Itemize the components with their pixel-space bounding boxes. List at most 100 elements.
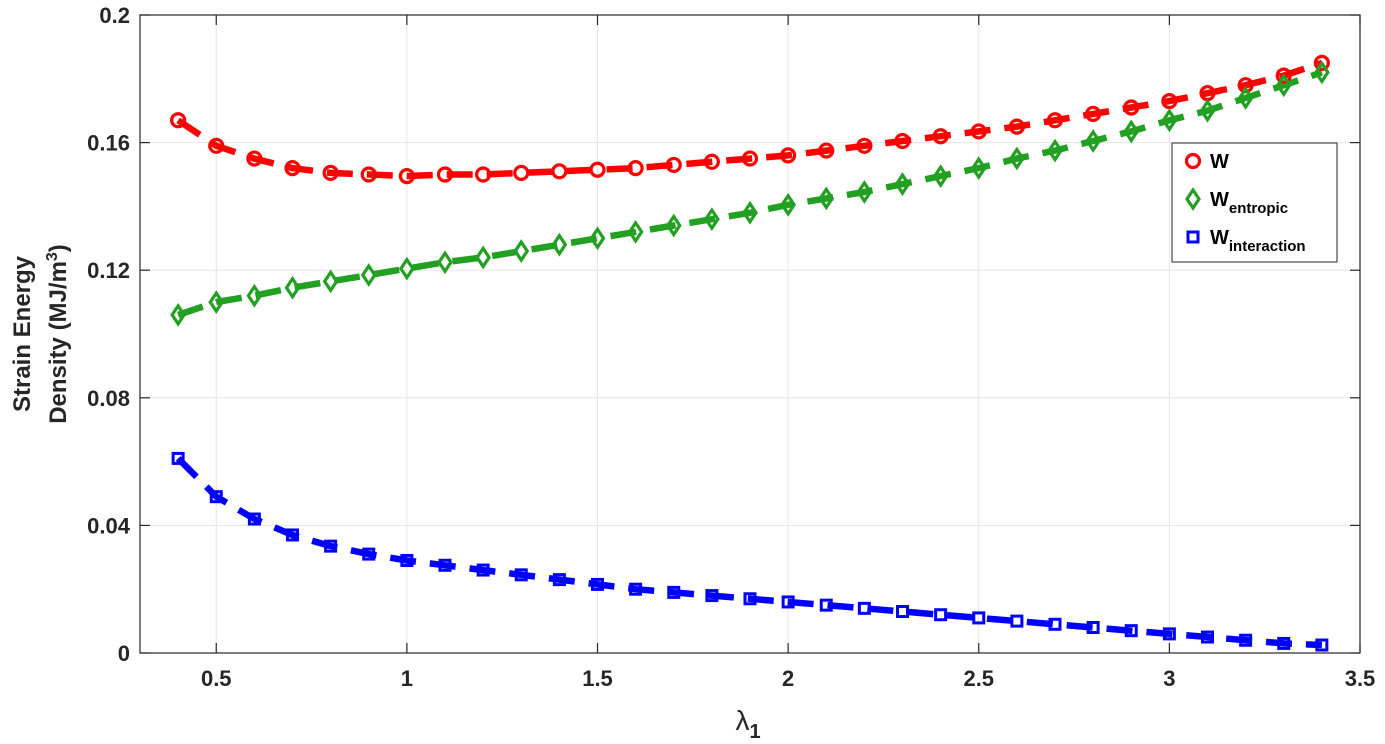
data-point-circle	[398, 167, 415, 185]
data-point-circle	[894, 132, 911, 150]
data-point-circle	[703, 153, 720, 170]
data-point-diamond	[1275, 73, 1292, 98]
data-point-diamond	[475, 245, 492, 270]
data-point-circle	[551, 163, 568, 180]
data-point-square	[286, 528, 299, 542]
data-point-diamond	[894, 172, 911, 196]
data-point-diamond	[398, 256, 415, 281]
x-tick-label: 3.5	[1345, 666, 1376, 691]
data-point-square	[667, 585, 681, 599]
y-axis-title-main: Density (MJ/m	[45, 261, 72, 424]
data-point-square	[1315, 638, 1329, 652]
data-point-circle	[1123, 99, 1140, 116]
data-point-circle	[1008, 118, 1025, 135]
data-point-diamond	[208, 290, 225, 314]
data-point-square	[1010, 614, 1024, 628]
y-tick-label: 0.12	[87, 258, 130, 283]
data-point-circle	[856, 137, 873, 154]
series-markers	[170, 54, 1330, 652]
series-line-circle	[176, 59, 1323, 180]
data-point-square	[1086, 620, 1100, 634]
data-point-circle	[1046, 112, 1064, 129]
data-point-square	[1239, 633, 1253, 647]
data-point-square	[934, 608, 948, 622]
data-point-square	[1048, 617, 1062, 631]
legend: W Wentropic Winteraction	[1171, 142, 1338, 263]
legend-marker-circle	[1184, 152, 1202, 170]
data-point-diamond	[780, 192, 797, 217]
data-point-circle	[741, 150, 759, 167]
x-axis-symbol: λ	[735, 705, 749, 736]
legend-label-diamond: Wentropic	[1210, 189, 1288, 217]
data-point-diamond	[970, 156, 987, 181]
data-point-diamond	[1008, 146, 1025, 171]
data-point-diamond	[1199, 98, 1216, 123]
data-point-diamond	[1085, 129, 1102, 153]
data-point-diamond	[170, 302, 187, 327]
data-point-square	[1124, 624, 1138, 638]
data-point-square	[781, 595, 795, 609]
y-tick-label: 0	[118, 641, 130, 666]
data-point-circle	[1161, 93, 1178, 110]
data-point-circle	[589, 161, 606, 178]
data-point-square	[819, 598, 833, 612]
data-point-diamond	[551, 232, 568, 257]
data-point-diamond	[246, 283, 263, 308]
axis-ticks: 0.5 1 1.5 2 2.5 3 3.5 0 0.04 0.08 0.12 0.16 0.2	[87, 3, 1375, 691]
x-tick-label: 2	[782, 666, 794, 691]
y-axis-title-end: )	[45, 244, 72, 252]
data-point-circle	[475, 166, 492, 183]
data-point-diamond	[1161, 108, 1178, 133]
data-point-circle	[170, 112, 187, 129]
data-point-square	[705, 589, 719, 603]
data-point-square	[400, 553, 414, 567]
data-point-diamond	[437, 250, 453, 275]
x-tick-label: 2.5	[963, 666, 994, 691]
data-point-circle	[513, 164, 530, 182]
legend-marker-diamond	[1185, 187, 1201, 211]
y-axis-title: Strain Energy Density (MJ/m3)	[9, 244, 72, 424]
data-point-diamond	[360, 263, 377, 287]
data-point-square	[476, 563, 490, 577]
data-point-square	[896, 605, 909, 619]
data-point-diamond	[1313, 60, 1330, 85]
x-axis-subscript: 1	[749, 721, 760, 743]
data-point-circle	[780, 147, 797, 164]
data-point-diamond	[589, 226, 606, 251]
data-point-circle	[665, 156, 682, 174]
data-point-circle	[322, 164, 339, 182]
y-axis-title-line2: Density (MJ/m3)	[44, 244, 72, 424]
x-axis-title: λ1	[735, 705, 760, 743]
series-line-diamond	[177, 69, 1323, 318]
data-point-diamond	[818, 186, 835, 211]
legend-sub-diamond: entropic	[1229, 200, 1288, 217]
series-line-square	[175, 456, 1323, 649]
data-point-square	[324, 539, 338, 553]
data-point-diamond	[284, 275, 301, 300]
legend-name-square: W	[1210, 227, 1229, 249]
y-tick-label: 0.16	[87, 131, 130, 156]
data-point-diamond	[1123, 119, 1140, 144]
data-point-diamond	[856, 180, 873, 204]
data-point-diamond	[513, 239, 530, 263]
y-tick-label: 0.2	[99, 3, 130, 28]
data-point-square	[171, 451, 185, 465]
legend-label-square: Winteraction	[1210, 227, 1306, 255]
x-tick-label: 3	[1163, 666, 1175, 691]
data-point-diamond	[703, 207, 720, 232]
data-point-square	[857, 601, 871, 615]
x-tick-label: 1.5	[582, 666, 613, 691]
legend-name-circle: W	[1210, 151, 1229, 173]
data-point-circle	[1313, 54, 1330, 71]
data-point-square	[209, 490, 223, 504]
data-point-diamond	[665, 213, 682, 238]
legend-sub-square: interaction	[1229, 238, 1306, 255]
data-point-square	[247, 512, 261, 526]
data-point-square	[1162, 627, 1176, 641]
data-point-circle	[970, 123, 987, 140]
series-lines	[175, 59, 1323, 649]
data-point-circle	[284, 160, 301, 177]
plot-area	[140, 15, 1360, 653]
data-point-square	[1201, 630, 1214, 644]
